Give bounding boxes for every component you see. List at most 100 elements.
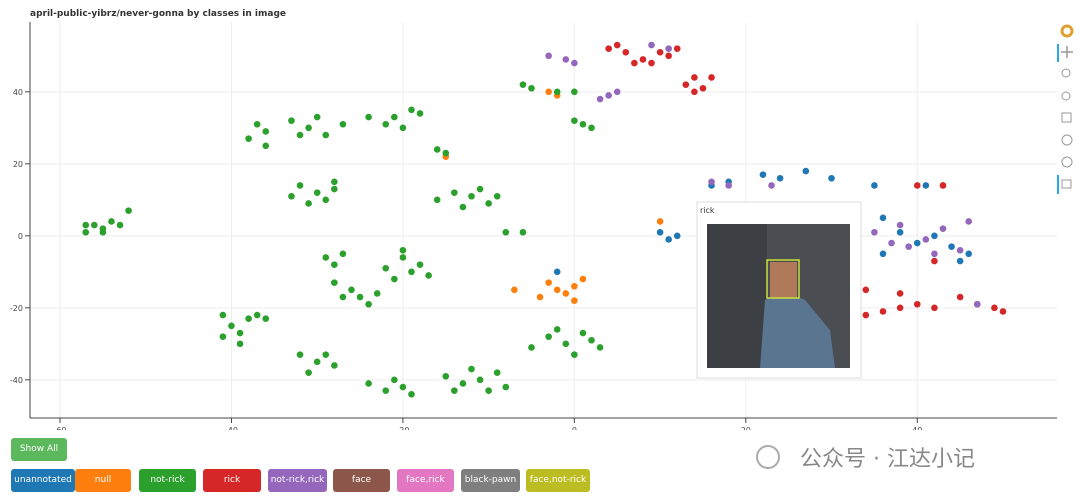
point <box>219 333 227 340</box>
point <box>588 336 595 344</box>
point <box>408 390 415 398</box>
point <box>545 279 552 286</box>
show-all-button[interactable]: Show All <box>11 438 67 461</box>
point <box>725 182 732 189</box>
point <box>502 228 510 236</box>
legend-button[interactable]: not-rick,rick <box>268 469 327 492</box>
watermark-layer: 公众号 · 江达小记 <box>756 445 975 472</box>
point <box>253 120 261 128</box>
point <box>665 45 672 52</box>
point <box>913 300 921 308</box>
legend-button[interactable]: rick <box>203 469 261 492</box>
point <box>313 113 321 121</box>
legend-button[interactable]: black-pawn <box>461 469 520 492</box>
point <box>485 200 492 207</box>
point <box>553 286 561 294</box>
y-tick-label: -40 <box>10 376 23 385</box>
point <box>768 182 775 189</box>
point <box>656 228 664 236</box>
legend-button[interactable]: null <box>75 469 131 492</box>
tooltip: rick <box>696 201 862 379</box>
toolbar <box>1057 24 1074 194</box>
point <box>708 74 715 81</box>
watermark-icon <box>756 445 780 469</box>
point <box>382 120 390 128</box>
tool-reset[interactable] <box>1061 134 1073 146</box>
tool-save[interactable] <box>1061 112 1072 123</box>
point <box>562 340 570 348</box>
point <box>262 142 270 150</box>
point <box>862 311 870 319</box>
point <box>288 117 295 124</box>
point <box>545 88 552 96</box>
tool-hover[interactable] <box>1061 179 1072 189</box>
tool-zoom[interactable] <box>1061 68 1071 78</box>
point <box>459 380 467 387</box>
point <box>956 257 964 265</box>
point <box>571 59 578 67</box>
point <box>253 311 261 319</box>
point <box>553 326 561 333</box>
point <box>991 304 998 312</box>
point <box>399 124 407 132</box>
bokeh-logo <box>1060 24 1074 38</box>
point <box>322 254 330 261</box>
point <box>545 52 552 60</box>
legend-button[interactable]: face,not-rick <box>526 469 590 492</box>
point <box>425 272 432 279</box>
point <box>888 239 895 247</box>
point <box>99 228 107 236</box>
point <box>433 196 441 204</box>
x-tick-label: 0 <box>572 426 577 430</box>
point <box>236 340 244 348</box>
point <box>571 117 578 124</box>
point <box>579 120 587 128</box>
chart: april-public-yibrz/never-gonna by classe… <box>10 9 1074 430</box>
point <box>399 254 407 261</box>
point <box>879 308 887 315</box>
point <box>331 279 338 286</box>
legend-button[interactable]: face,rick <box>397 469 454 492</box>
point <box>322 131 330 139</box>
point <box>296 131 304 139</box>
tool-help[interactable] <box>1061 156 1073 168</box>
point <box>965 218 973 225</box>
tool-wheel[interactable] <box>1061 91 1071 101</box>
legend-button[interactable]: not-rick <box>139 469 196 492</box>
point <box>82 228 90 236</box>
point <box>596 95 604 103</box>
point <box>922 182 930 189</box>
point <box>365 113 372 121</box>
point <box>639 56 647 63</box>
point <box>579 329 587 337</box>
point <box>905 243 912 250</box>
point <box>442 149 450 157</box>
point <box>999 308 1007 315</box>
point <box>571 351 578 358</box>
point <box>588 124 595 132</box>
point <box>305 200 312 207</box>
point <box>433 146 441 153</box>
legend-button[interactable]: unannotated <box>11 469 75 492</box>
point <box>879 214 887 222</box>
point <box>648 59 655 67</box>
point <box>896 221 904 229</box>
watermark-text: 公众号 · 江达小记 <box>800 447 975 472</box>
point <box>493 192 501 200</box>
point <box>931 232 938 240</box>
point <box>528 344 535 351</box>
legend-button[interactable]: face <box>333 469 390 492</box>
point <box>331 185 338 193</box>
point <box>451 189 458 196</box>
point <box>699 84 707 92</box>
y-tick-label: -20 <box>10 304 23 313</box>
tool-pan[interactable] <box>1061 46 1073 58</box>
point <box>896 304 904 312</box>
point <box>956 246 964 254</box>
point <box>322 351 330 358</box>
point <box>399 383 407 391</box>
point <box>382 264 390 272</box>
image-head <box>770 262 797 298</box>
point <box>116 221 124 229</box>
point <box>913 182 921 189</box>
